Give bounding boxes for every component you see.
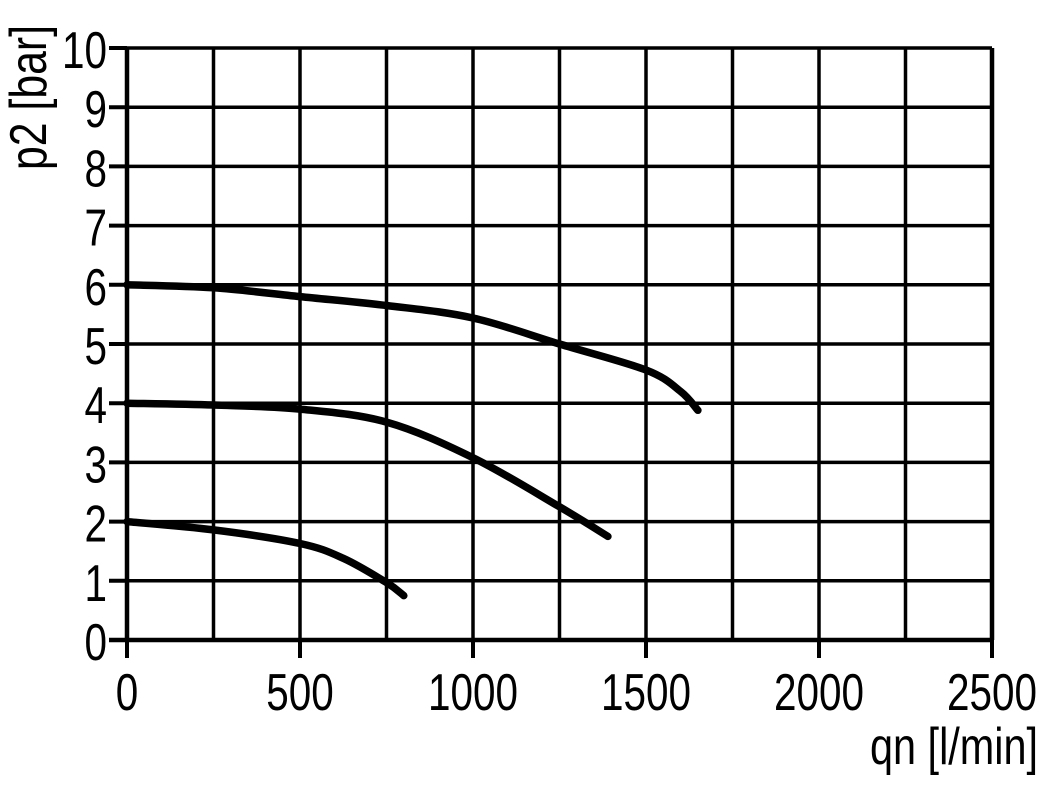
- y-tick-label: 0: [85, 614, 108, 672]
- y-tick-label: 5: [85, 318, 108, 376]
- x-tick-label: 2500: [947, 664, 1037, 722]
- y-axis-title: p2 [bar]: [0, 25, 58, 170]
- curve-layer: [123, 281, 702, 600]
- x-tick-label: 0: [116, 664, 139, 722]
- y-tick-label: 2: [85, 496, 108, 554]
- y-tick-label: 6: [85, 259, 108, 317]
- y-tick-label: 1: [85, 555, 108, 613]
- y-tick-label: 10: [62, 22, 107, 80]
- y-tick-label: 3: [85, 436, 108, 494]
- y-tick-label: 4: [85, 377, 108, 435]
- flow-curve-p2-setpoint-6bar: [123, 281, 702, 415]
- flow-curve-p2-setpoint-4bar: [123, 399, 612, 541]
- x-tick-label: 500: [266, 664, 334, 722]
- x-tick-label: 2000: [774, 664, 864, 722]
- x-tick-label: 1500: [601, 664, 691, 722]
- y-tick-label: 9: [85, 81, 108, 139]
- grid-layer: [109, 46, 995, 643]
- x-axis-title: qn [l/min]: [870, 718, 1038, 776]
- flow-curve-p2-setpoint-2bar: [123, 517, 408, 600]
- x-tick-label: 1000: [428, 664, 518, 722]
- tick-layer: [109, 46, 994, 658]
- y-tick-label: 7: [85, 200, 108, 258]
- y-tick-label: 8: [85, 140, 108, 198]
